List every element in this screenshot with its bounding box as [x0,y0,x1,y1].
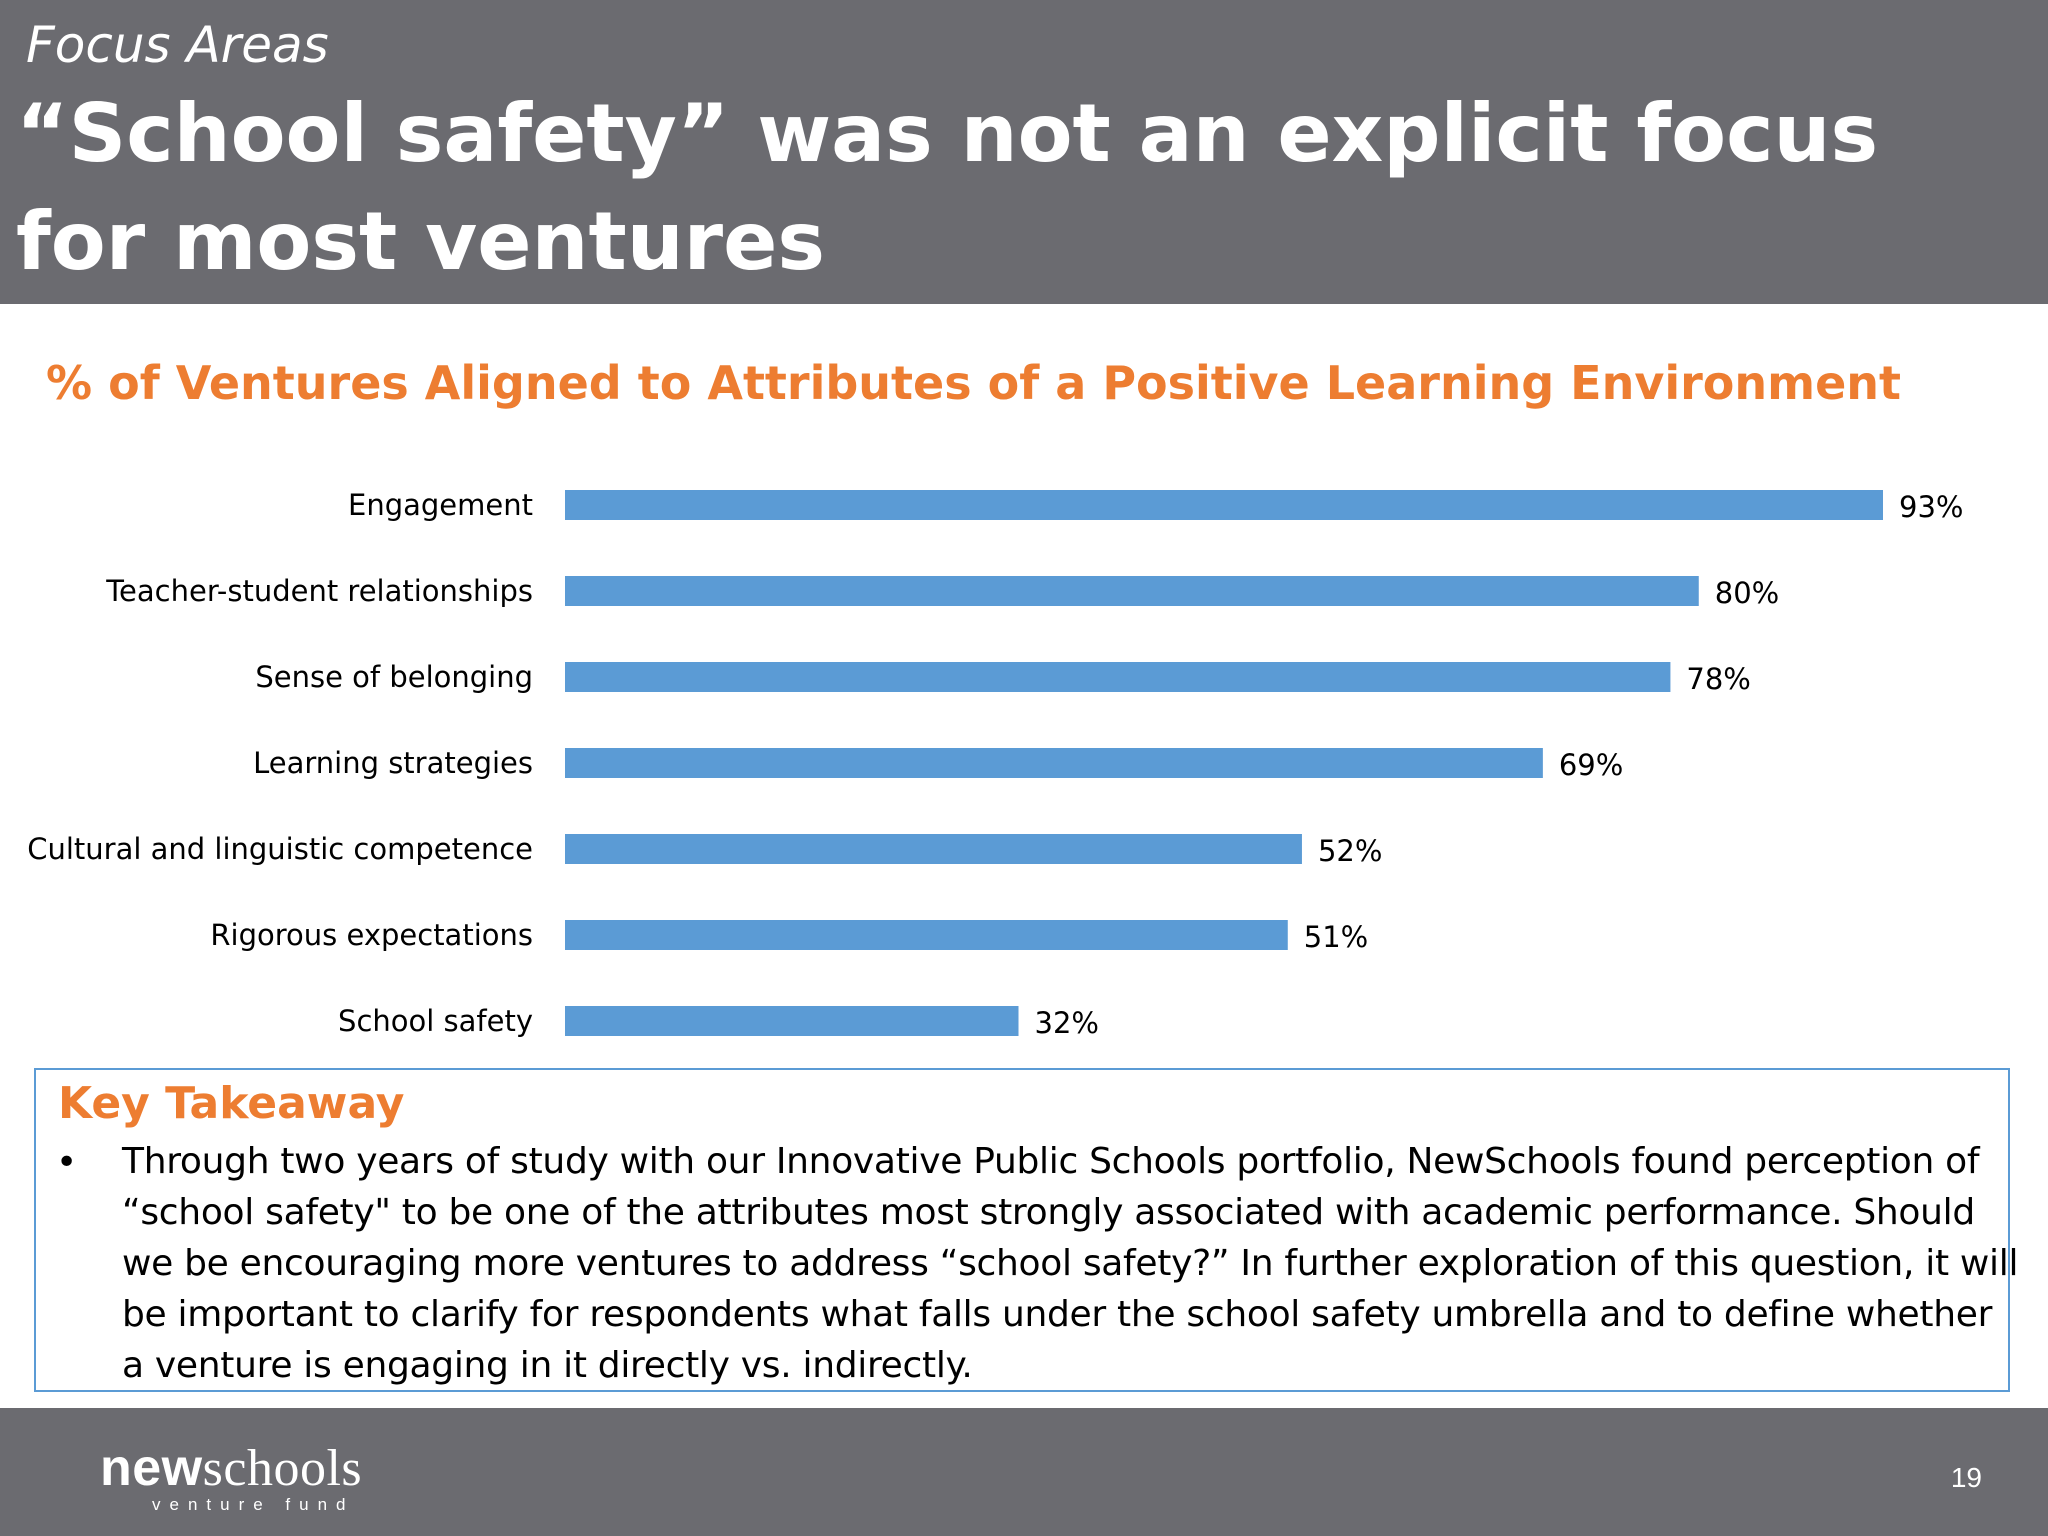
data-label: 69% [1559,748,1623,782]
footer-band: newschools venture fund 19 [0,1408,2048,1536]
category-label: School safety [338,1004,533,1038]
page-number: 19 [1950,1462,1982,1493]
data-label: 93% [1899,490,1963,524]
category-label: Engagement [348,488,533,522]
bullet-icon: • [56,1142,78,1183]
chart-title: % of Ventures Aligned to Attributes of a… [46,356,1902,410]
header-band: Focus Areas “School safety” was not an e… [0,0,2048,304]
bar [565,834,1302,864]
logo-light-text: schools [202,1440,363,1497]
bar [565,490,1883,520]
data-label: 52% [1318,834,1382,868]
bar [565,748,1543,778]
category-label: Learning strategies [253,746,533,780]
data-label: 51% [1304,920,1368,954]
key-takeaway-title: Key Takeaway [58,1078,405,1129]
bar [565,662,1671,692]
section-kicker: Focus Areas [26,16,329,74]
data-label: 80% [1715,576,1779,610]
key-takeaway-box: Key Takeaway • Through two years of stud… [34,1068,2018,1392]
bar-chart: Engagement 93% Teacher-student relationshi… [27,488,1963,1040]
slide-headline: “School safety” was not an explicit focu… [16,87,1879,288]
bar [565,1006,1019,1036]
data-label: 78% [1686,662,1750,696]
key-takeaway-text: Through two years of study with our Inno… [122,1141,2019,1386]
newschools-logo: newschools venture fund [100,1442,362,1515]
category-label: Sense of belonging [255,660,533,694]
logo-bold-text: new [100,1439,203,1497]
bar [565,920,1288,950]
logo-subtitle: venture fund [152,1495,355,1514]
bar [565,576,1699,606]
category-label: Teacher-student relationships [105,574,533,608]
data-label: 32% [1035,1006,1099,1040]
category-label: Rigorous expectations [210,918,533,952]
category-label: Cultural and linguistic competence [27,832,533,866]
